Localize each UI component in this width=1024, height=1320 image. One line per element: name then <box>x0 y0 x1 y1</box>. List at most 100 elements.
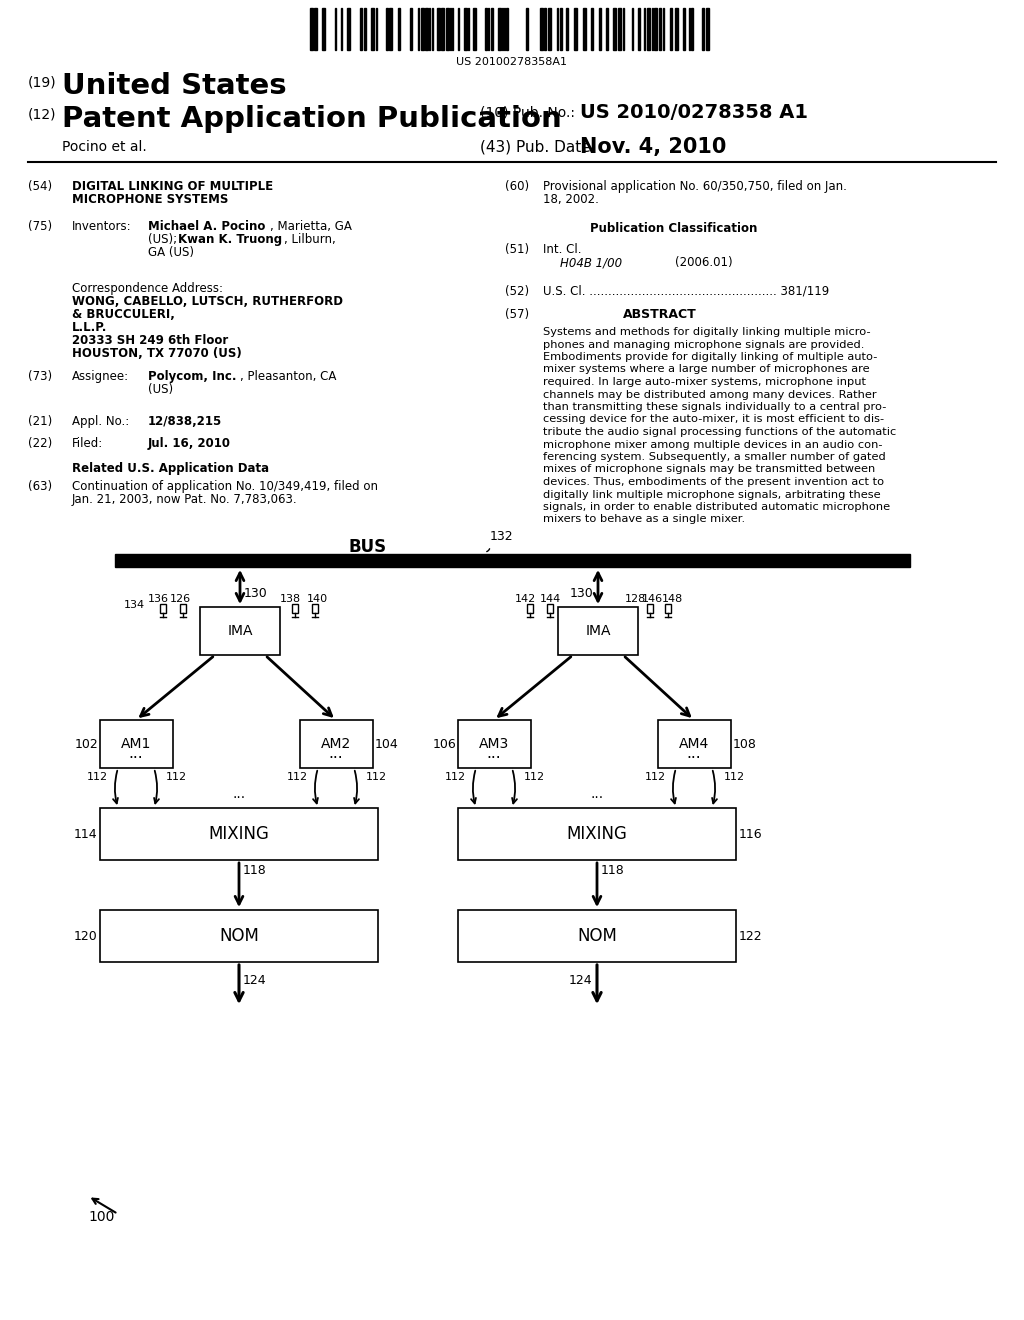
Text: 112: 112 <box>523 772 545 781</box>
Bar <box>446 8 449 50</box>
Text: 142: 142 <box>514 594 536 605</box>
Text: , Lilburn,: , Lilburn, <box>284 234 336 246</box>
Bar <box>490 8 493 50</box>
Text: Correspondence Address:: Correspondence Address: <box>72 282 223 294</box>
Text: 132: 132 <box>490 531 514 543</box>
Bar <box>560 8 562 50</box>
Text: digitally link multiple microphone signals, arbitrating these: digitally link multiple microphone signa… <box>543 490 881 499</box>
Bar <box>441 8 444 50</box>
Bar <box>458 719 531 768</box>
Text: Systems and methods for digitally linking multiple micro-: Systems and methods for digitally linkin… <box>543 327 870 337</box>
Bar <box>599 8 601 50</box>
Text: AM1: AM1 <box>121 737 152 751</box>
Text: (22): (22) <box>28 437 52 450</box>
Text: 134: 134 <box>124 601 145 610</box>
Text: Pocino et al.: Pocino et al. <box>62 140 146 154</box>
Bar <box>360 8 362 50</box>
Bar <box>670 8 672 50</box>
Text: Related U.S. Application Data: Related U.S. Application Data <box>72 462 269 475</box>
Bar <box>583 8 586 50</box>
Bar <box>498 8 501 50</box>
Text: Patent Application Publication: Patent Application Publication <box>62 106 562 133</box>
Bar <box>458 808 736 861</box>
Bar <box>100 909 378 962</box>
Bar <box>292 603 298 612</box>
Text: Embodiments provide for digitally linking of multiple auto-: Embodiments provide for digitally linkin… <box>543 352 878 362</box>
Text: Polycom, Inc.: Polycom, Inc. <box>148 370 237 383</box>
Text: (57): (57) <box>505 308 529 321</box>
Bar <box>314 8 317 50</box>
Text: GA (US): GA (US) <box>148 246 194 259</box>
Bar <box>322 8 325 50</box>
Text: Filed:: Filed: <box>72 437 103 450</box>
Text: ...: ... <box>232 787 246 801</box>
Bar <box>658 719 731 768</box>
Bar <box>548 8 551 50</box>
Text: ABSTRACT: ABSTRACT <box>623 308 696 321</box>
Text: 100: 100 <box>88 1210 115 1224</box>
Text: & BRUCCULERI,: & BRUCCULERI, <box>72 308 175 321</box>
Text: IMA: IMA <box>227 624 253 638</box>
Text: United States: United States <box>62 73 287 100</box>
Text: 106: 106 <box>432 738 456 751</box>
Text: AM3: AM3 <box>479 737 509 751</box>
Text: 114: 114 <box>74 828 97 841</box>
Text: cessing device for the auto-mixer, it is most efficient to dis-: cessing device for the auto-mixer, it is… <box>543 414 884 425</box>
Text: 118: 118 <box>601 865 625 876</box>
Text: Appl. No.:: Appl. No.: <box>72 414 129 428</box>
Text: (52): (52) <box>505 285 529 298</box>
Bar <box>425 8 428 50</box>
Bar <box>659 8 662 50</box>
Text: 112: 112 <box>444 772 466 781</box>
Text: U.S. Cl. .................................................. 381/119: U.S. Cl. ...............................… <box>543 285 829 298</box>
Bar <box>371 8 374 50</box>
Bar <box>527 603 534 612</box>
Text: 148: 148 <box>662 594 683 605</box>
Bar <box>180 603 186 612</box>
Text: 144: 144 <box>540 594 560 605</box>
Text: (54): (54) <box>28 180 52 193</box>
Text: (21): (21) <box>28 414 52 428</box>
Bar <box>458 909 736 962</box>
Text: AM2: AM2 <box>321 737 351 751</box>
Text: Continuation of application No. 10/349,419, filed on: Continuation of application No. 10/349,4… <box>72 480 378 492</box>
Text: Nov. 4, 2010: Nov. 4, 2010 <box>580 137 726 157</box>
Text: MICROPHONE SYSTEMS: MICROPHONE SYSTEMS <box>72 193 228 206</box>
Bar <box>312 603 318 612</box>
Text: BUS: BUS <box>348 539 386 556</box>
Bar <box>647 8 650 50</box>
Text: 130: 130 <box>244 587 267 601</box>
Bar <box>200 607 280 655</box>
Text: Jul. 16, 2010: Jul. 16, 2010 <box>148 437 231 450</box>
Text: Inventors:: Inventors: <box>72 220 132 234</box>
Text: NOM: NOM <box>578 927 616 945</box>
Text: 20333 SH 249 6th Floor: 20333 SH 249 6th Floor <box>72 334 228 347</box>
Text: Int. Cl.: Int. Cl. <box>543 243 582 256</box>
Text: than transmitting these signals individually to a central pro-: than transmitting these signals individu… <box>543 403 887 412</box>
Text: 104: 104 <box>375 738 398 751</box>
Text: 12/838,215: 12/838,215 <box>148 414 222 428</box>
Text: microphone mixer among multiple devices in an audio con-: microphone mixer among multiple devices … <box>543 440 883 450</box>
Text: 120: 120 <box>74 929 97 942</box>
Text: tribute the audio signal processing functions of the automatic: tribute the audio signal processing func… <box>543 426 896 437</box>
Text: 18, 2002.: 18, 2002. <box>543 193 599 206</box>
Text: Kwan K. Truong: Kwan K. Truong <box>178 234 283 246</box>
Bar <box>606 8 608 50</box>
Text: (2006.01): (2006.01) <box>675 256 732 269</box>
Text: 146: 146 <box>641 594 663 605</box>
Text: 138: 138 <box>280 594 301 605</box>
Text: 122: 122 <box>739 929 763 942</box>
Text: L.L.P.: L.L.P. <box>72 321 108 334</box>
Bar <box>675 8 678 50</box>
Text: channels may be distributed among many devices. Rather: channels may be distributed among many d… <box>543 389 877 400</box>
Text: Jan. 21, 2003, now Pat. No. 7,783,063.: Jan. 21, 2003, now Pat. No. 7,783,063. <box>72 492 298 506</box>
Bar <box>421 8 424 50</box>
Text: ...: ... <box>591 787 603 801</box>
Text: (10) Pub. No.:: (10) Pub. No.: <box>480 106 575 119</box>
Text: (43) Pub. Date:: (43) Pub. Date: <box>480 140 596 154</box>
Text: 118: 118 <box>243 865 266 876</box>
Text: (12): (12) <box>28 107 56 121</box>
Text: US 20100278358A1: US 20100278358A1 <box>457 57 567 67</box>
Text: Assignee:: Assignee: <box>72 370 129 383</box>
Bar <box>706 8 709 50</box>
